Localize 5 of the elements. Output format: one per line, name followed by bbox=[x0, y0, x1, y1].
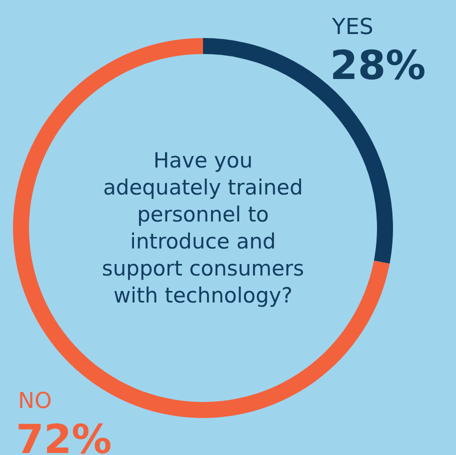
text: Have you adequately trained personnel to introduce and support consumers with technology? bbox=[102, 148, 304, 308]
slice-label: NO bbox=[18, 389, 52, 414]
data-label: 28% bbox=[330, 43, 426, 89]
data-label: 72% bbox=[16, 417, 112, 455]
slice-label: YES bbox=[331, 15, 374, 40]
